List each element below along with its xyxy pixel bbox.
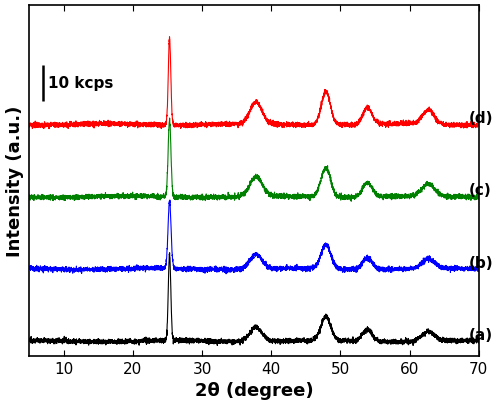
Text: 10 kcps: 10 kcps [48,76,114,91]
X-axis label: 2θ (degree): 2θ (degree) [194,382,313,399]
Text: (c): (c) [468,183,491,198]
Text: (a): (a) [468,327,492,342]
Text: (d): (d) [468,111,493,126]
Y-axis label: Intensity (a.u.): Intensity (a.u.) [6,105,24,256]
Text: (b): (b) [468,255,493,270]
